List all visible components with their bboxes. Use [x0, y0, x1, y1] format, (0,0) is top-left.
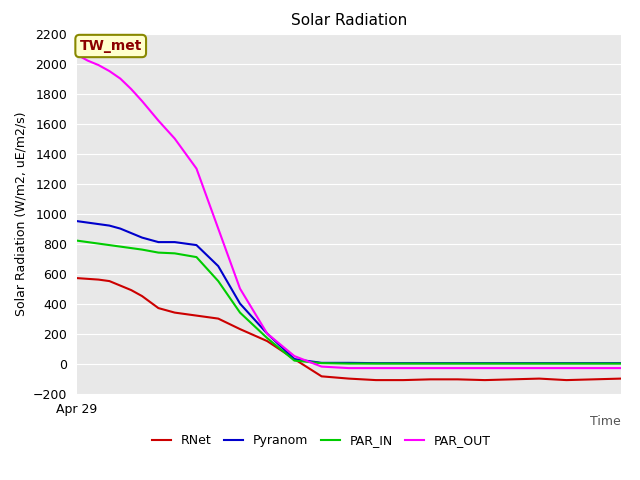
Title: Solar Radiation: Solar Radiation [291, 13, 407, 28]
Text: TW_met: TW_met [79, 39, 142, 53]
Legend: RNet, Pyranom, PAR_IN, PAR_OUT: RNet, Pyranom, PAR_IN, PAR_OUT [147, 429, 496, 452]
Text: Time: Time [590, 415, 621, 428]
Y-axis label: Solar Radiation (W/m2, uE/m2/s): Solar Radiation (W/m2, uE/m2/s) [14, 111, 27, 316]
